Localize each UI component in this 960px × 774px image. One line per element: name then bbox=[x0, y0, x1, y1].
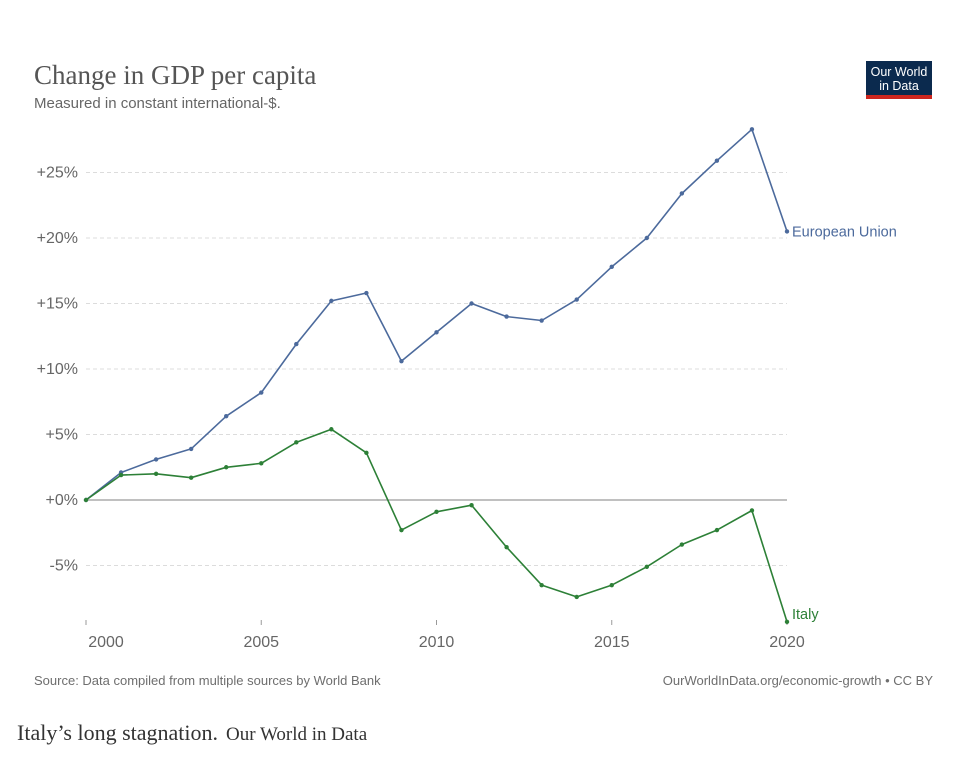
x-tick-label: 2010 bbox=[419, 634, 455, 651]
data-point-european-union bbox=[784, 229, 790, 234]
caption: Italy’s long stagnation. Our World in Dat… bbox=[17, 720, 367, 746]
data-point-italy bbox=[224, 465, 229, 470]
data-point-european-union bbox=[504, 314, 509, 319]
x-tick-label: 2020 bbox=[769, 634, 805, 651]
series-label-italy: Italy bbox=[792, 607, 819, 623]
data-point-european-union bbox=[679, 191, 685, 196]
data-point-european-union bbox=[539, 318, 544, 323]
data-point-italy bbox=[259, 461, 264, 466]
data-point-italy bbox=[153, 471, 159, 476]
data-point-european-union bbox=[364, 290, 369, 296]
data-point-european-union bbox=[609, 264, 614, 270]
y-axis-ticks: -5% +0% +5% +10% +15% +20% +25% bbox=[37, 165, 78, 575]
data-point-european-union bbox=[224, 413, 229, 419]
data-point-italy bbox=[539, 582, 544, 588]
source-note: Source: Data compiled from multiple sour… bbox=[34, 673, 381, 688]
data-point-italy bbox=[294, 440, 299, 445]
data-point-italy bbox=[644, 564, 649, 570]
data-point-italy bbox=[364, 450, 369, 456]
x-tick-label: 2000 bbox=[88, 634, 124, 651]
y-tick-label: +5% bbox=[46, 427, 78, 444]
data-point-italy bbox=[679, 542, 685, 547]
data-point-european-union bbox=[644, 235, 649, 241]
data-point-italy bbox=[784, 619, 790, 625]
logo-line-1: Our World bbox=[870, 65, 928, 79]
chart-subtitle: Measured in constant international-$. bbox=[34, 95, 281, 112]
y-tick-label: +20% bbox=[37, 230, 78, 247]
gridlines bbox=[86, 172, 787, 566]
data-point-italy bbox=[329, 427, 334, 432]
caption-brand: Our World in Data bbox=[226, 724, 368, 745]
y-tick-label: +10% bbox=[37, 361, 78, 378]
data-point-italy bbox=[83, 497, 89, 503]
owid-logo[interactable]: Our World in Data bbox=[866, 61, 932, 99]
logo-line-2: in Data bbox=[879, 79, 919, 93]
data-point-italy bbox=[609, 582, 614, 588]
data-point-european-union bbox=[259, 390, 264, 395]
data-point-italy bbox=[118, 472, 124, 478]
series-lines: European Union Italy bbox=[83, 127, 897, 625]
data-point-european-union bbox=[434, 330, 439, 335]
data-point-european-union bbox=[469, 301, 474, 306]
series-line-italy bbox=[85, 428, 788, 623]
data-point-european-union bbox=[188, 446, 194, 452]
data-point-italy bbox=[749, 508, 755, 513]
y-tick-label: -5% bbox=[50, 558, 78, 575]
data-point-italy bbox=[399, 527, 404, 533]
x-axis-ticks: 2000 2005 2010 2015 2020 bbox=[85, 620, 805, 651]
y-tick-label: +15% bbox=[37, 296, 78, 313]
x-tick-label: 2015 bbox=[594, 634, 630, 651]
data-point-italy bbox=[574, 594, 579, 600]
line-chart: -5%+0%+5%+10%+15%+20%+25% 2000 2005 2010 20… bbox=[37, 127, 897, 651]
data-point-italy bbox=[504, 544, 509, 550]
series-line-european-union bbox=[85, 128, 788, 501]
series-label-european-union: European Union bbox=[792, 224, 897, 240]
credit-link[interactable]: OurWorldInData.org/economic-growth • CC … bbox=[662, 673, 933, 688]
data-point-european-union bbox=[294, 341, 299, 347]
data-point-european-union bbox=[574, 297, 579, 302]
data-point-european-union bbox=[329, 298, 334, 304]
data-point-european-union bbox=[714, 158, 720, 163]
data-point-european-union bbox=[153, 457, 159, 462]
y-tick-label: +25% bbox=[37, 165, 78, 182]
data-point-european-union bbox=[749, 127, 755, 132]
x-tick-label: 2005 bbox=[243, 634, 279, 651]
data-point-italy bbox=[714, 527, 720, 533]
data-point-italy bbox=[434, 509, 439, 514]
y-tick-label: +0% bbox=[46, 492, 78, 509]
data-point-european-union bbox=[399, 358, 404, 364]
caption-text: Italy’s long stagnation. bbox=[17, 720, 219, 745]
data-point-italy bbox=[188, 475, 194, 480]
chart-title: Change in GDP per capita bbox=[34, 60, 317, 90]
data-point-italy bbox=[469, 503, 474, 508]
